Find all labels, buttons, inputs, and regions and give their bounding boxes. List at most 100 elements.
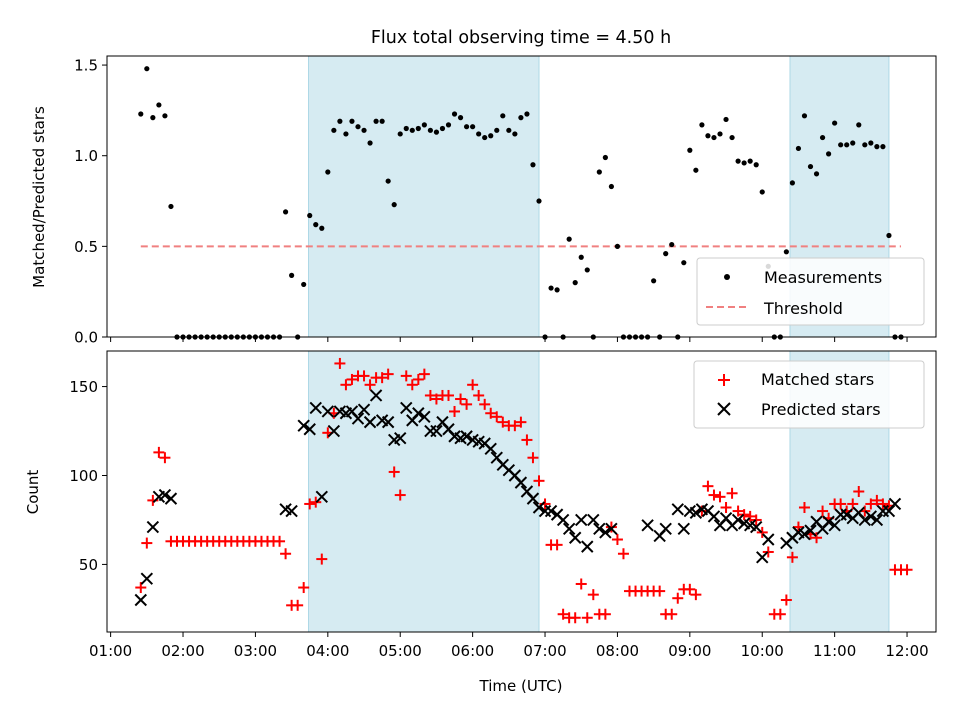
- bottom-axes-frame: [106, 350, 937, 633]
- top-y-tick-label: 0.5: [74, 238, 98, 256]
- predicted-star-point: [822, 515, 835, 528]
- matched-star-point: [400, 370, 412, 382]
- matched-star-point: [654, 585, 666, 597]
- measurement-point: [868, 140, 874, 146]
- top-y-ticks: 0.0 0.5 1.0 1.5: [74, 57, 107, 347]
- measurement-point: [759, 189, 765, 195]
- matched-star-point: [358, 370, 370, 382]
- bottom-y-tick-label: 100: [69, 467, 98, 485]
- matched-star-point: [811, 532, 823, 544]
- matched-star-point: [135, 582, 147, 594]
- legend-predicted-label: Predicted stars: [761, 400, 881, 419]
- matched-star-point: [853, 486, 865, 497]
- matched-star-point: [720, 502, 732, 514]
- measurement-point: [801, 113, 808, 119]
- predicted-star-point: [888, 497, 902, 511]
- bottom-y-ticks: 50 100 150: [69, 378, 107, 574]
- bottom-y-tick-label: 50: [79, 556, 98, 574]
- top-y-tick-label: 1.5: [74, 57, 98, 75]
- matched-star-point: [412, 373, 424, 385]
- measurement-point: [693, 167, 699, 173]
- matched-star-point: [617, 548, 629, 560]
- measurement-point: [470, 124, 476, 130]
- measurement-point: [669, 241, 675, 248]
- predicted-star-point: [587, 513, 600, 527]
- measurement-point: [578, 254, 584, 260]
- measurement-point: [500, 113, 506, 119]
- measurement-point: [156, 102, 162, 108]
- top-y-tick-label: 1.0: [74, 147, 98, 165]
- matched-star-point: [141, 537, 153, 549]
- x-axis-label: Time (UTC): [479, 677, 563, 695]
- matched-star-point: [467, 379, 479, 391]
- predicted-star-point: [514, 476, 528, 489]
- matched-star-point: [442, 389, 454, 401]
- predicted-star-point: [418, 410, 431, 424]
- matched-star-point: [877, 498, 889, 510]
- matched-star-point: [672, 592, 684, 604]
- matched-star-point: [569, 612, 581, 624]
- x-tick-label: 06:00: [451, 642, 494, 660]
- measurement-point: [138, 111, 144, 117]
- matched-star-point: [847, 498, 859, 510]
- measurement-point: [427, 127, 433, 133]
- matched-star-point: [774, 608, 786, 620]
- measurement-point: [687, 147, 693, 153]
- predicted-star-point: [575, 513, 588, 527]
- measurement-point: [741, 160, 747, 166]
- x-tick-label: 03:00: [234, 642, 277, 660]
- measurement-point: [289, 272, 295, 278]
- measurement-point: [832, 120, 838, 126]
- measurement-point: [397, 131, 403, 137]
- measurement-point: [301, 281, 307, 288]
- predicted-star-point: [158, 488, 172, 502]
- predicted-star-point: [689, 506, 703, 520]
- predicted-star-point: [134, 593, 147, 607]
- bottom-shaded-region: [308, 350, 540, 633]
- matched-star-point: [418, 368, 430, 380]
- predicted-star-point: [381, 415, 395, 429]
- x-tick-label: 09:00: [668, 642, 711, 660]
- predicted-star-point: [562, 522, 576, 536]
- measurement-point: [144, 66, 150, 72]
- matched-star-point: [575, 578, 587, 590]
- measurement-point: [367, 140, 373, 146]
- matched-star-point: [744, 510, 756, 522]
- matched-star-point: [527, 452, 539, 464]
- measurement-point: [566, 236, 572, 242]
- predicted-star-point: [870, 513, 884, 527]
- measurement-point: [614, 243, 621, 249]
- matched-star-point: [714, 491, 726, 503]
- predicted-star-point: [532, 501, 546, 514]
- matched-star-point: [551, 539, 563, 551]
- x-tick-label: 04:00: [306, 642, 349, 660]
- matched-star-point: [786, 551, 798, 563]
- x-tick-label: 05:00: [379, 642, 422, 660]
- matched-star-point: [153, 446, 165, 458]
- measurement-point: [482, 134, 488, 141]
- measurement-point: [807, 163, 814, 170]
- matched-star-point: [376, 372, 388, 384]
- matched-star-point: [611, 534, 623, 546]
- matched-star-point: [473, 389, 485, 401]
- measurement-point: [530, 162, 536, 168]
- measurement-point: [789, 180, 796, 186]
- predicted-star-point: [593, 522, 606, 536]
- matched-star-point: [485, 407, 497, 419]
- measurement-point: [602, 154, 608, 161]
- measurement-point: [355, 124, 361, 130]
- legend-matched-label: Matched stars: [761, 370, 874, 389]
- predicted-star-point: [641, 519, 654, 532]
- measurement-point: [850, 140, 856, 146]
- predicted-star-point: [285, 504, 298, 518]
- measurement-point: [795, 145, 802, 152]
- measurement-point: [445, 122, 452, 128]
- legend-measurements-label: Measurements: [764, 268, 882, 287]
- chart-title: Flux total observing time = 4.50 h: [371, 28, 671, 48]
- measurement-point: [168, 203, 174, 210]
- measurement-point: [325, 169, 331, 175]
- measurement-point: [162, 113, 168, 119]
- measurement-point: [433, 129, 440, 135]
- matched-star-point: [738, 509, 750, 521]
